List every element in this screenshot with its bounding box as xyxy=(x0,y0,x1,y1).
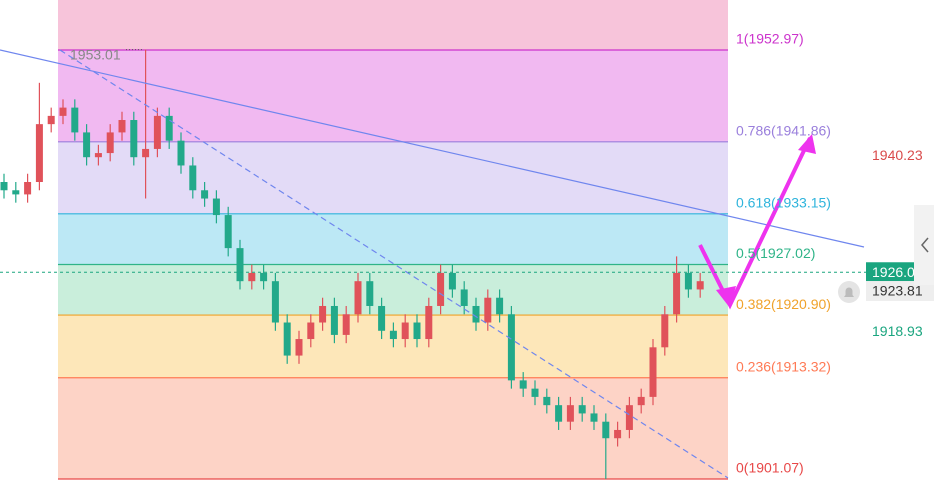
candle-body xyxy=(413,322,421,340)
fib-band xyxy=(58,213,728,265)
candle-body xyxy=(637,396,645,406)
candle-body xyxy=(342,314,350,335)
candle-body xyxy=(130,120,138,158)
candle-body xyxy=(330,305,338,335)
candle-body xyxy=(625,405,633,430)
bell-icon xyxy=(844,287,854,297)
candle-body xyxy=(590,413,598,422)
candle-body xyxy=(519,380,527,389)
candle-body xyxy=(531,388,539,397)
candle-body xyxy=(566,405,574,422)
fib-bands xyxy=(58,0,728,480)
candle-body xyxy=(47,115,55,125)
candle-body xyxy=(649,347,657,397)
fib-level-label: 0.5(1927.02) xyxy=(736,245,815,261)
candle-body xyxy=(496,297,504,315)
price-label: 1923.81 xyxy=(872,283,923,299)
fib-level-label: 0.382(1920.90) xyxy=(736,296,831,312)
candle-body xyxy=(378,305,386,331)
fib-band xyxy=(58,0,728,51)
candle-body xyxy=(94,153,102,158)
candle-body xyxy=(142,148,150,158)
candle-body xyxy=(448,272,456,290)
candle-body xyxy=(543,396,551,406)
candle-body xyxy=(189,165,197,191)
candle-body xyxy=(201,190,209,199)
fib-band xyxy=(58,141,728,214)
fib-level-label: 0.618(1933.15) xyxy=(736,195,831,211)
candle-body xyxy=(177,140,185,166)
side-panel-toggle[interactable] xyxy=(914,205,934,285)
high-annotation: 1953.01 xyxy=(70,46,121,62)
candle-body xyxy=(83,132,91,158)
candle-body xyxy=(614,429,622,439)
trend-line xyxy=(0,49,865,248)
candle-body xyxy=(260,272,268,282)
candle-body xyxy=(555,405,563,422)
trend-line-dashed xyxy=(59,49,729,479)
candle-body xyxy=(12,190,20,195)
fib-band xyxy=(58,377,728,479)
candle-body xyxy=(24,182,32,195)
candle-body xyxy=(437,272,445,306)
arrow-head xyxy=(716,286,736,308)
candle-body xyxy=(319,305,327,323)
candle-body xyxy=(389,330,397,340)
candle-body xyxy=(578,405,586,414)
candle-body xyxy=(366,281,374,306)
candle-body xyxy=(696,281,704,290)
candle-body xyxy=(224,215,232,249)
fib-level-label: 1(1952.97) xyxy=(736,31,804,47)
candle-body xyxy=(283,322,291,356)
chevron-icon xyxy=(921,237,929,253)
candle-body xyxy=(212,198,220,216)
fib-band xyxy=(58,264,728,316)
fib-level-label: 0.236(1913.32) xyxy=(736,358,831,374)
price-label: 1940.23 xyxy=(872,147,923,163)
candle-body xyxy=(71,107,79,133)
arrow-head xyxy=(798,134,816,154)
candle-body xyxy=(507,314,515,381)
candle-body xyxy=(602,421,610,439)
candle-body xyxy=(684,272,692,290)
price-label: 1926.08 xyxy=(872,264,923,280)
candle-body xyxy=(248,272,256,282)
candle-body xyxy=(307,322,315,340)
candle-body xyxy=(0,182,8,191)
candle-body xyxy=(106,132,114,154)
candle-body xyxy=(295,339,303,356)
candle-body xyxy=(35,124,43,183)
candle-body xyxy=(661,314,669,348)
candle-body xyxy=(354,281,362,315)
candle-body xyxy=(460,289,468,306)
candle-body xyxy=(484,297,492,323)
fib-level-label: 0.786(1941.86) xyxy=(736,123,831,139)
candle-body xyxy=(118,120,126,133)
price-label-box xyxy=(866,281,934,302)
candle-body xyxy=(236,248,244,282)
candle-body xyxy=(59,107,67,116)
candle-body xyxy=(153,115,161,149)
candle-body xyxy=(425,305,433,340)
candles xyxy=(0,49,704,479)
candle-body xyxy=(673,272,681,315)
candle-body xyxy=(165,115,173,141)
candle-body xyxy=(472,305,480,323)
candle-body xyxy=(271,281,279,323)
candle-body xyxy=(401,322,409,340)
fib-level-label: 0(1901.07) xyxy=(736,460,804,476)
price-label: 1918.93 xyxy=(872,323,923,339)
